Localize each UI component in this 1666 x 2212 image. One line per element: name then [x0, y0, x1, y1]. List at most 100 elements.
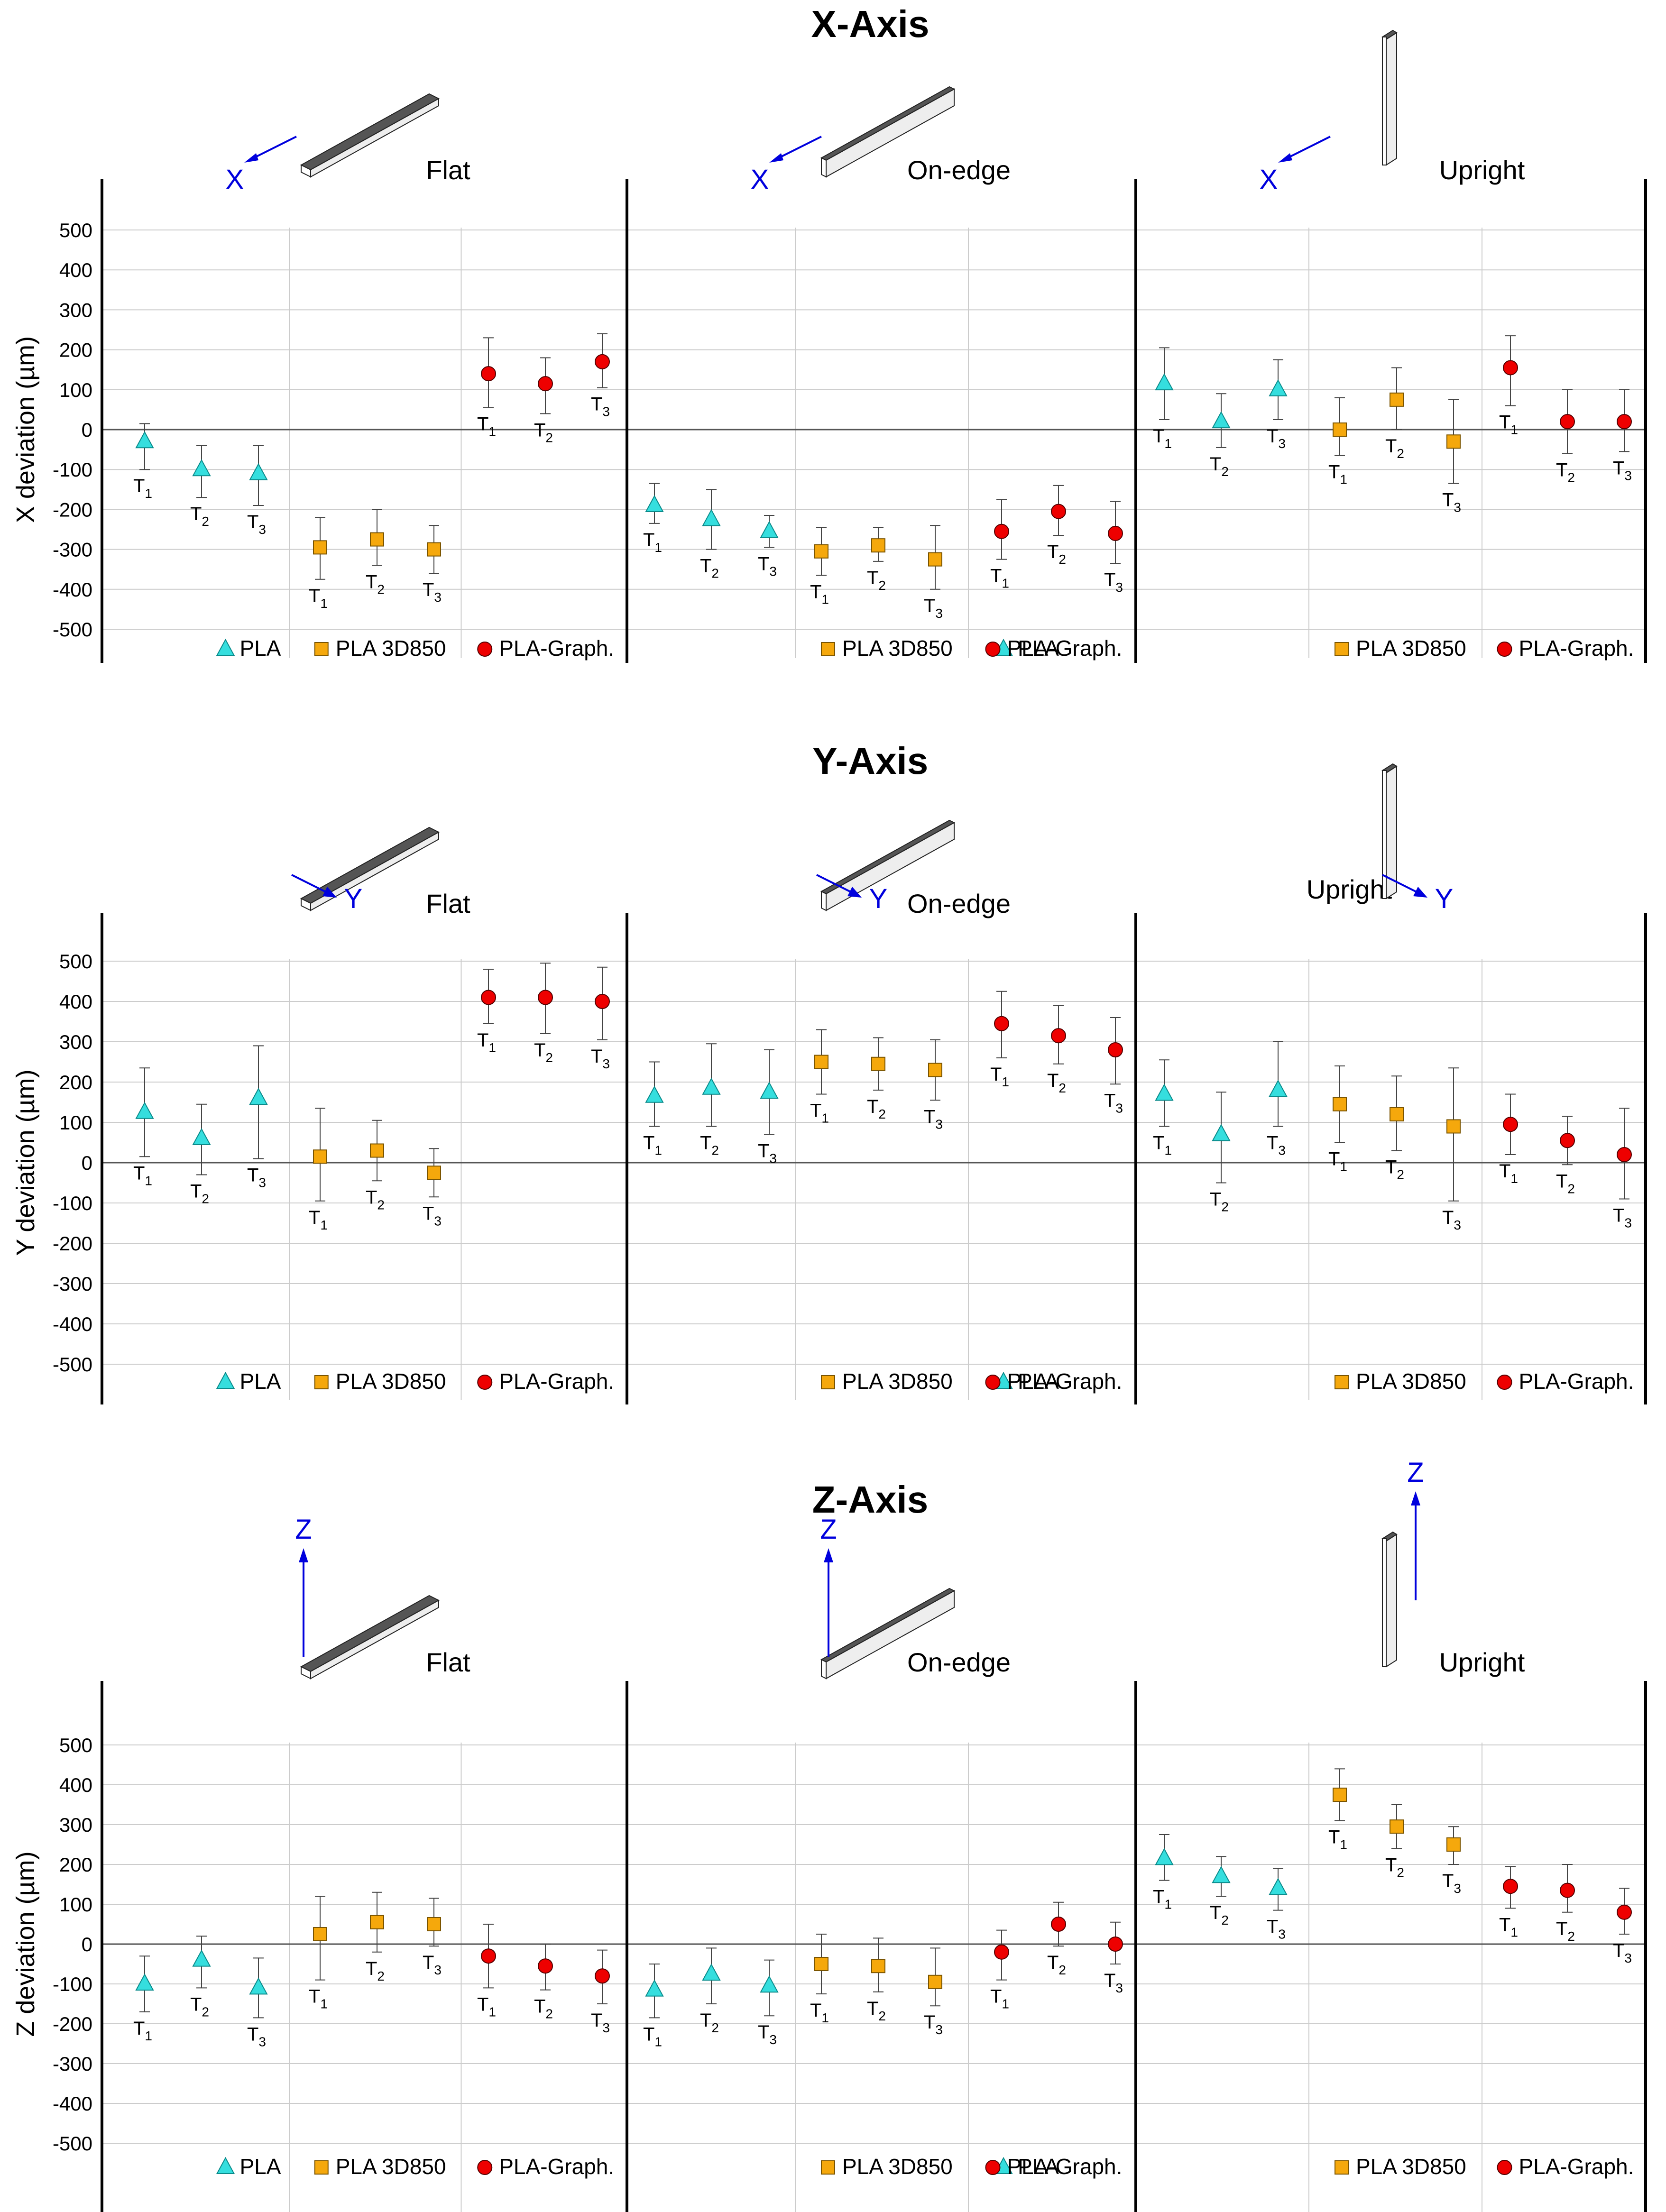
test-label: T3 [591, 2010, 610, 2035]
test-label: T1 [990, 566, 1009, 591]
marker-pla_graph [1560, 1882, 1575, 1898]
axis-direction-arrow: Y [816, 874, 887, 914]
marker-pla_graph [1108, 1937, 1123, 1952]
data-point-pla_graph-t3: T3 [1104, 1921, 1123, 1995]
legend-marker-pla_graph [1497, 2160, 1512, 2175]
chart-title: Y-Axis [812, 740, 929, 782]
marker-pla_3d850 [928, 1063, 942, 1077]
marker-pla_3d850 [370, 532, 384, 547]
data-point-pla-t3: T3 [758, 515, 779, 578]
marker-pla_graph [1051, 1917, 1066, 1932]
marker-pla [645, 495, 664, 512]
y-tick-label: -100 [53, 1192, 92, 1214]
test-label: T2 [1556, 1171, 1575, 1196]
data-point-pla_3d850-t3: T3 [924, 525, 943, 621]
test-label: T2 [1385, 1157, 1404, 1182]
specimen-end-face [821, 157, 827, 178]
test-label: T2 [1210, 1902, 1229, 1927]
y-tick-label: 400 [59, 259, 92, 281]
data-point-pla_graph-t1: T1 [477, 337, 496, 439]
legend-label-pla_3d850: PLA 3D850 [842, 1369, 953, 1394]
legend-label-pla_graph: PLA-Graph. [499, 636, 614, 661]
test-label: T1 [477, 414, 496, 439]
test-label: T1 [1328, 1149, 1347, 1174]
data-point-pla_graph-t2: T2 [534, 1944, 553, 2021]
marker-pla [249, 1087, 268, 1105]
y-tick-label: -200 [53, 2013, 92, 2035]
y-tick-label: 500 [59, 1734, 92, 1756]
chart-title: X-Axis [811, 3, 930, 45]
marker-pla_3d850 [370, 1915, 384, 1929]
data-point-pla_graph-t1: T1 [477, 969, 496, 1055]
y-tick-label: 400 [59, 1774, 92, 1796]
y-tick-label: -500 [53, 2132, 92, 2155]
test-label: T1 [1153, 426, 1172, 451]
data-point-pla-t1: T1 [643, 483, 664, 555]
marker-pla_graph [538, 376, 553, 392]
test-label: T3 [591, 394, 610, 419]
marker-pla_graph [1108, 1042, 1123, 1057]
marker-pla_3d850 [871, 538, 885, 553]
marker-pla_3d850 [427, 1166, 441, 1180]
orientation-label: On-edge [907, 1647, 1011, 1677]
marker-pla_3d850 [370, 1143, 384, 1158]
orientation-label: On-edge [907, 155, 1011, 185]
panel-flat: T1 T2 T3 T1 T2 T3 T1 T2 T3 PLA PLA 3D850 PLA-Graph.… [102, 93, 627, 661]
marker-pla_3d850 [1446, 1837, 1461, 1852]
marker-pla [760, 1082, 779, 1099]
test-label: T1 [1153, 1887, 1172, 1912]
legend-marker-pla_3d850 [821, 1375, 835, 1389]
y-axis-label: X deviation (µm) [11, 336, 40, 523]
y-tick-label: 100 [59, 1111, 92, 1134]
marker-pla_3d850 [1446, 1119, 1461, 1134]
panel-flat: T1 T2 T3 T1 T2 T3 T1 T2 T3 PLA PLA 3D850 PLA-Graph.… [102, 1514, 627, 2212]
test-label: T1 [133, 1163, 152, 1188]
y-tick-label: 100 [59, 379, 92, 401]
orientation-label: Flat [426, 1647, 470, 1677]
axis-letter: Y [344, 883, 363, 914]
test-label: T2 [534, 1996, 553, 2021]
data-point-pla-t1: T1 [1153, 347, 1174, 451]
marker-pla_3d850 [814, 1957, 828, 1971]
test-label: T2 [1047, 1952, 1066, 1977]
marker-pla_graph [538, 990, 553, 1005]
data-point-pla_graph-t1: T1 [990, 1929, 1009, 2011]
axis-letter: Z [1407, 1457, 1424, 1488]
marker-pla_graph [595, 994, 610, 1009]
marker-pla_3d850 [313, 1927, 327, 1941]
data-point-pla_3d850-t2: T2 [366, 1120, 385, 1212]
test-label: T3 [247, 2024, 266, 2049]
test-label: T1 [477, 1030, 496, 1055]
legend-label-pla: PLA [240, 636, 281, 661]
y-tick-label: 200 [59, 1071, 92, 1093]
test-label: T2 [1556, 460, 1575, 485]
legend-label-pla: PLA [240, 2154, 281, 2179]
test-label: T1 [1499, 1161, 1518, 1186]
marker-pla [1269, 1079, 1288, 1097]
test-label: T3 [1613, 1205, 1632, 1230]
y-tick-label: 100 [59, 1893, 92, 1916]
marker-pla_graph [1108, 525, 1123, 541]
test-label: T2 [366, 1958, 385, 1983]
legend-label-pla_graph: PLA-Graph. [1007, 2154, 1123, 2179]
specimen-side-face [1386, 32, 1397, 166]
data-point-pla-t2: T2 [1210, 1856, 1231, 1927]
data-point-pla-t3: T3 [1267, 359, 1288, 451]
chart-title: Z-Axis [812, 1478, 929, 1521]
marker-pla [135, 431, 154, 449]
axis-letter: Z [295, 1514, 312, 1545]
marker-pla_3d850 [1333, 1097, 1347, 1111]
y-axis-label: Y deviation (µm) [11, 1069, 40, 1256]
y-tick-label: -100 [53, 459, 92, 481]
data-point-pla-t2: T2 [190, 1936, 211, 2019]
y-tick-label: 0 [82, 1933, 92, 1955]
legend-label-pla_3d850: PLA 3D850 [1356, 2154, 1466, 2179]
marker-pla [192, 1949, 211, 1967]
y-tick-label: -200 [53, 1232, 92, 1255]
data-point-pla_3d850-t1: T1 [309, 1896, 328, 2011]
specimen-end-face [301, 164, 311, 178]
specimen-side-face [310, 831, 439, 911]
